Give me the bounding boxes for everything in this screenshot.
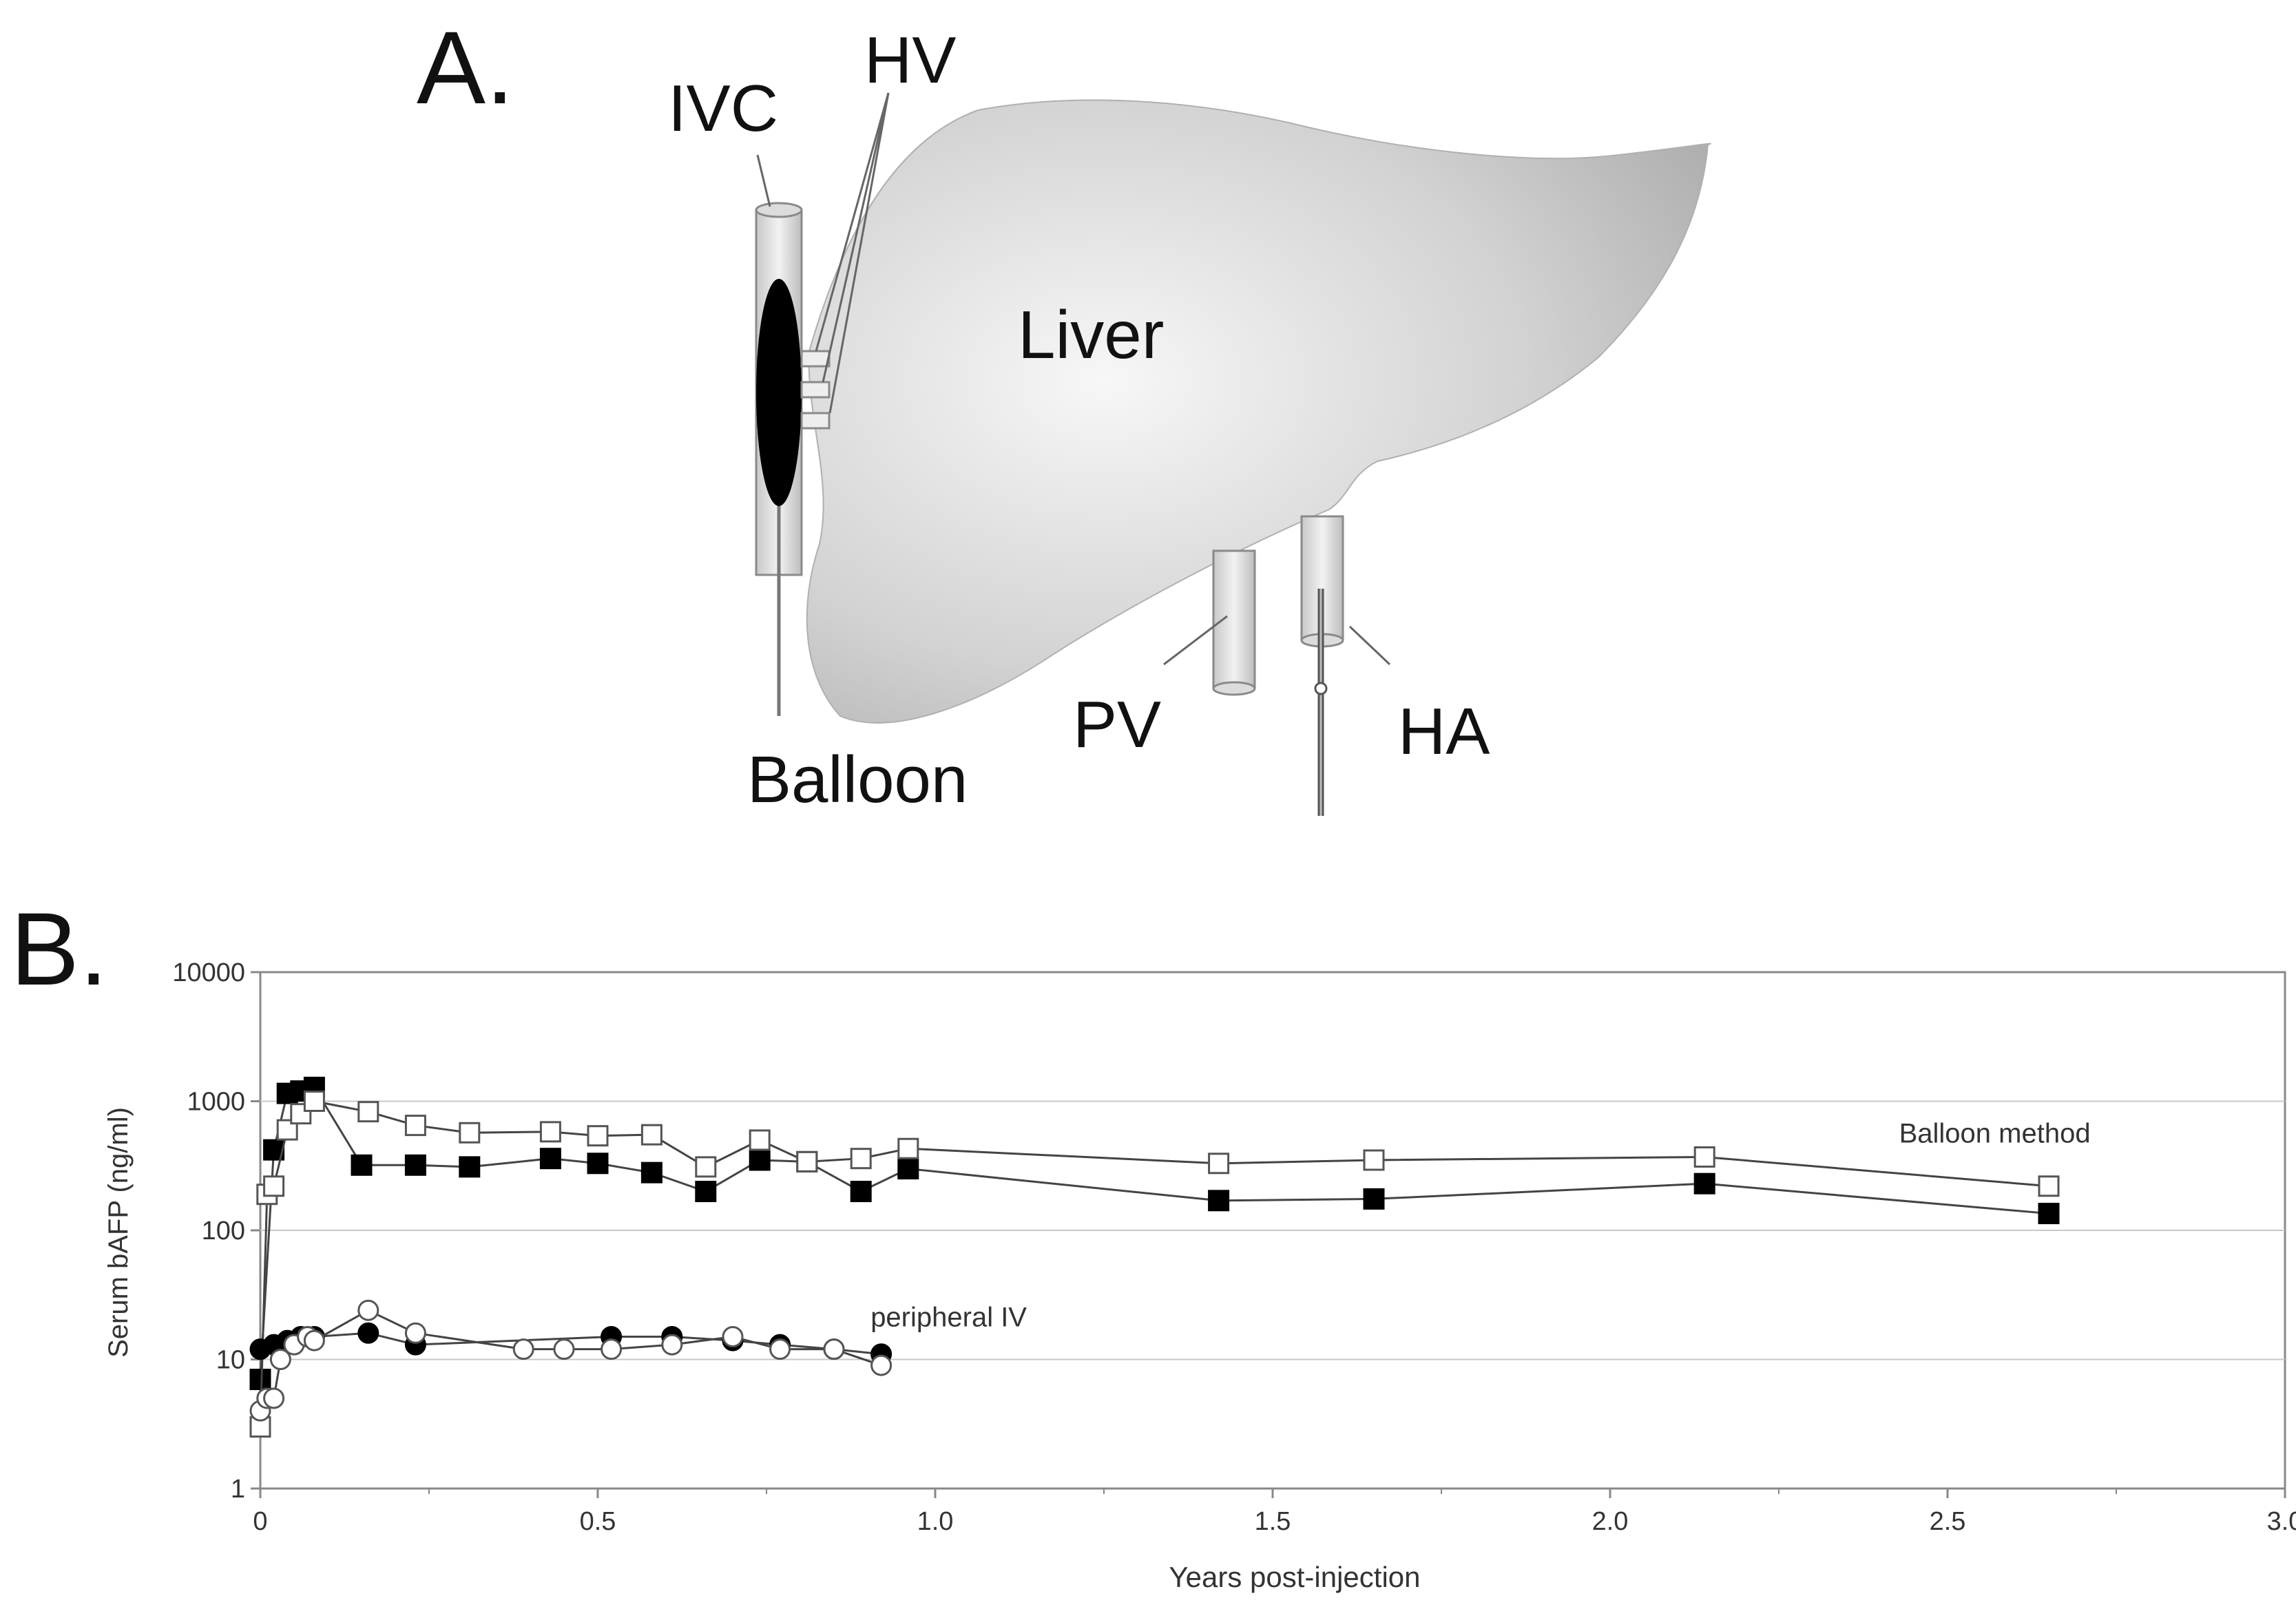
data-point — [897, 1158, 919, 1180]
y-axis-ticks: 1 10 100 1000 10000 — [172, 958, 260, 1504]
data-point — [1363, 1149, 1385, 1171]
balloon-label: Balloon — [747, 743, 968, 817]
panel-b-label: B. — [10, 891, 108, 1007]
data-point — [269, 1349, 291, 1370]
data-point — [357, 1299, 379, 1321]
y-tick-label: 1000 — [187, 1088, 245, 1117]
data-point — [695, 1156, 717, 1178]
hv-label: HV — [864, 23, 956, 97]
data-point — [263, 1175, 285, 1197]
x-tick-label: 0 — [253, 1507, 267, 1536]
data-point — [1208, 1190, 1230, 1212]
x-tick-label: 0.5 — [580, 1507, 616, 1536]
y-tick-label: 10 — [216, 1346, 245, 1375]
ha-label: HA — [1398, 695, 1490, 768]
panel-a-label: A. — [417, 10, 514, 125]
data-point — [539, 1148, 561, 1170]
data-point — [512, 1338, 534, 1360]
series-layer — [249, 1076, 2060, 1438]
hv-vessels — [800, 350, 831, 430]
data-point — [587, 1153, 609, 1175]
x-axis-label: Years post-injection — [1169, 1561, 1421, 1593]
data-point — [276, 1119, 298, 1141]
data-point — [404, 1115, 426, 1137]
data-point — [601, 1338, 623, 1360]
x-tick-label: 1.0 — [917, 1507, 954, 1536]
pv-label: PV — [1073, 688, 1161, 761]
data-point — [850, 1181, 872, 1203]
annotation-label: peripheral IV — [870, 1303, 1027, 1333]
data-point — [1208, 1153, 1230, 1175]
data-point — [290, 1103, 312, 1125]
data-point — [539, 1121, 561, 1143]
data-point — [749, 1149, 771, 1171]
ha-catheter — [1314, 589, 1328, 816]
data-point — [749, 1129, 771, 1151]
data-point — [404, 1322, 426, 1344]
panel-b: B. 1 10 100 1000 10000 0 0.5 1.0 1.5 2.0 2.5 3.0 B… — [10, 891, 2296, 1593]
data-point — [303, 1329, 325, 1352]
annotation-label: Balloon method — [1899, 1118, 2091, 1148]
data-point — [459, 1122, 481, 1144]
data-point — [2038, 1175, 2060, 1197]
data-point — [553, 1338, 575, 1360]
data-point — [357, 1322, 379, 1344]
series-line — [259, 1309, 882, 1411]
data-point — [2038, 1203, 2060, 1225]
data-point — [587, 1125, 609, 1147]
x-tick-label: 2.0 — [1592, 1507, 1629, 1536]
data-point — [404, 1154, 426, 1176]
data-point — [1363, 1188, 1385, 1210]
ivc-label: IVC — [668, 72, 778, 145]
data-point — [249, 1369, 271, 1391]
data-point — [796, 1150, 818, 1172]
liver-label: Liver — [1018, 297, 1164, 372]
data-point — [640, 1161, 662, 1184]
leader-lines — [756, 92, 1391, 666]
y-axis-label: Serum bAFP (ng/ml) — [103, 1107, 134, 1358]
pv-vessel — [1212, 549, 1256, 696]
x-tick-label: 2.5 — [1930, 1507, 1966, 1536]
series-open-circle — [249, 1299, 893, 1422]
y-tick-label: 10000 — [172, 958, 245, 987]
data-point — [850, 1148, 872, 1170]
data-point — [1693, 1172, 1715, 1195]
data-point — [1693, 1146, 1715, 1168]
chart: 1 10 100 1000 10000 0 0.5 1.0 1.5 2.0 2.5 3.0 Ball… — [103, 958, 2296, 1593]
data-point — [459, 1156, 481, 1178]
data-point — [661, 1334, 683, 1356]
data-point — [870, 1354, 893, 1376]
annotation-layer: Balloon method peripheral IV — [870, 1118, 2090, 1332]
data-point — [357, 1101, 379, 1123]
balloon-shape — [756, 279, 802, 506]
y-tick-label: 1 — [231, 1475, 245, 1504]
panel-a: A. Liver — [417, 10, 1711, 817]
data-point — [640, 1124, 662, 1146]
x-tick-label: 3.0 — [2267, 1507, 2296, 1536]
data-point — [823, 1338, 845, 1360]
data-point — [303, 1091, 325, 1112]
series-filled-square — [249, 1076, 2060, 1391]
x-tick-label: 1.5 — [1255, 1507, 1291, 1536]
x-axis-ticks: 0 0.5 1.0 1.5 2.0 2.5 3.0 — [253, 1489, 2296, 1536]
data-point — [695, 1181, 717, 1203]
data-point — [263, 1387, 285, 1409]
data-point — [897, 1137, 919, 1159]
series-open-square — [249, 1091, 2060, 1438]
series-line — [259, 1100, 2049, 1427]
liver-shape — [806, 99, 1711, 724]
data-point — [351, 1154, 373, 1176]
y-tick-label: 100 — [202, 1217, 245, 1245]
data-point — [769, 1338, 791, 1360]
gridlines — [260, 1100, 2285, 1360]
data-point — [722, 1325, 744, 1347]
